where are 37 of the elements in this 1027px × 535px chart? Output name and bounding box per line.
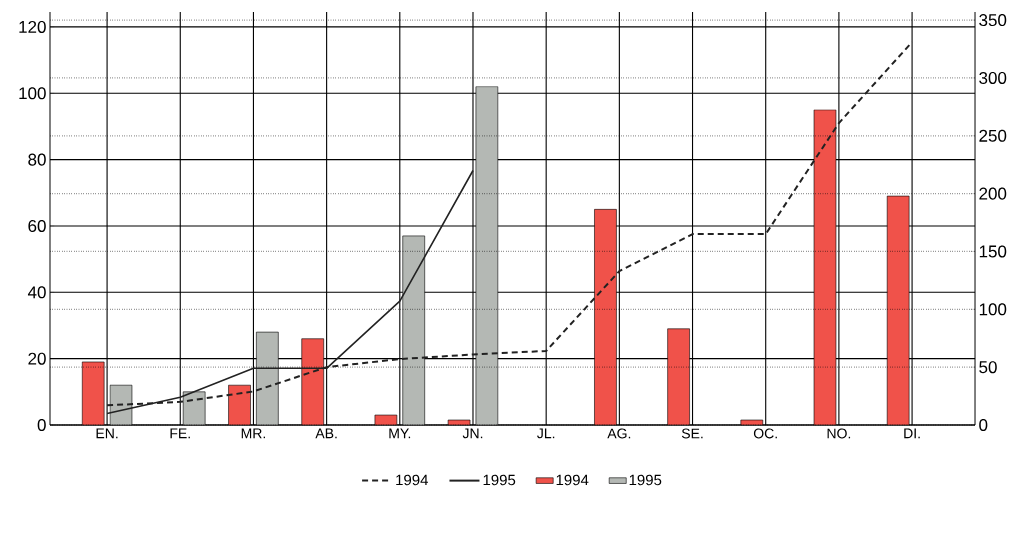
y-tick-label: 100 [19, 87, 46, 100]
x-tick-label: OC. [753, 428, 777, 439]
legend-label: 1994 [396, 474, 429, 486]
bar [667, 328, 690, 425]
x-tick-label: AB. [315, 428, 337, 439]
y-tick-label: 80 [28, 153, 46, 166]
bar [886, 195, 910, 425]
bar [813, 109, 837, 425]
x-tick-label: MY. [389, 428, 411, 439]
y2-tick-label: 350 [979, 14, 1007, 27]
y2-tick-label: 150 [979, 245, 1007, 258]
y-tick-label: 60 [28, 219, 46, 232]
legend-label: 1994 [556, 474, 589, 486]
bar [81, 361, 105, 425]
y2-tick-label: 200 [979, 187, 1007, 200]
y-tick-label: 20 [28, 352, 46, 365]
y2-tick-label: 250 [979, 129, 1007, 142]
legend-label: 1995 [483, 474, 516, 486]
x-tick-label: MR. [241, 428, 265, 439]
y2-tick-label: 100 [979, 303, 1007, 316]
y-tick-label: 0 [37, 418, 46, 432]
y2-tick-label: 0 [979, 418, 988, 432]
x-tick-label: NO. [827, 428, 851, 439]
bar [301, 338, 324, 425]
x-tick-label: JN. [462, 428, 483, 439]
x-tick-label: SE. [681, 428, 703, 439]
y2-tick-label: 300 [979, 71, 1007, 84]
x-tick-label: JL. [537, 428, 555, 439]
y2-tick-label: 50 [979, 361, 997, 374]
y-tick-label: 40 [27, 286, 46, 299]
x-tick-label: AG. [607, 428, 631, 439]
legend-label: 1995 [629, 474, 662, 486]
x-tick-label: FE. [170, 428, 190, 439]
y-tick-label: 120 [19, 20, 46, 33]
x-tick-label: DI. [904, 428, 920, 439]
bar [594, 209, 617, 425]
x-tick-label: EN. [96, 428, 118, 439]
